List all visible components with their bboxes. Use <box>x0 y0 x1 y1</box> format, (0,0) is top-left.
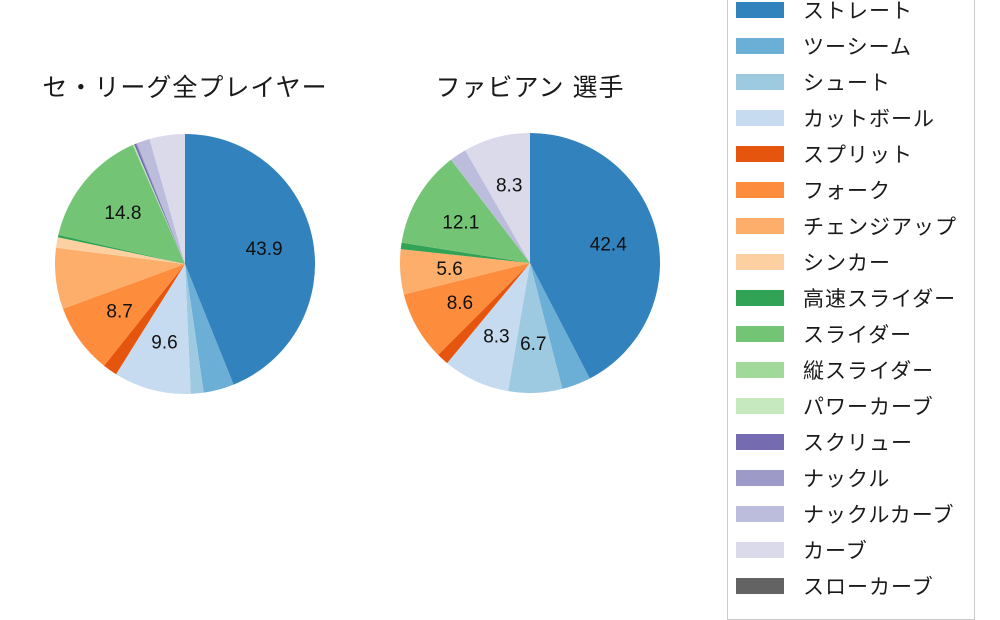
pie-slice <box>56 237 185 264</box>
legend-label: ツーシーム <box>803 36 912 59</box>
legend-label: チェンジアップ <box>803 216 957 239</box>
legend-item: パワーカーブ <box>728 388 974 424</box>
legend-label: スローカーブ <box>803 576 934 599</box>
pie-slice <box>149 134 185 264</box>
legend-swatch-icon <box>736 578 784 594</box>
legend-swatch-icon <box>736 290 784 306</box>
pie-slice <box>185 134 315 385</box>
pie-value-label: 12.1 <box>442 212 479 233</box>
legend-label: フォーク <box>803 180 891 203</box>
legend-label: シュート <box>803 72 891 95</box>
pie-slice <box>447 263 530 392</box>
pie-value-label: 8.6 <box>447 293 473 314</box>
legend-swatch-icon <box>736 506 784 522</box>
pie-value-label: 9.6 <box>151 332 177 353</box>
legend-label: ナックルカーブ <box>803 504 955 527</box>
pie-value-label: 8.3 <box>483 327 509 348</box>
legend-label: 縦スライダー <box>803 360 935 383</box>
pie-slice <box>465 133 530 263</box>
legend-item: ナックルカーブ <box>728 496 974 532</box>
pie-slice <box>57 234 185 264</box>
legend: ストレートツーシームシュートカットボール スプリットフォークチェンジアップ シンカー… <box>727 0 975 620</box>
pie-slice <box>104 264 185 375</box>
pie-slice <box>133 144 185 264</box>
legend-swatch-icon <box>736 326 784 342</box>
legend-swatch-icon <box>736 362 784 378</box>
pie-slice <box>508 263 563 393</box>
legend-item: 高速スライダー <box>728 280 974 316</box>
legend-rows: ストレートツーシームシュートカットボール スプリットフォークチェンジアップ シンカー… <box>728 0 974 604</box>
legend-item: スプリット <box>728 136 974 172</box>
pie-value-label: 8.3 <box>496 176 522 197</box>
legend-item: チェンジアップ <box>728 208 974 244</box>
legend-item: カーブ <box>728 532 974 568</box>
legend-label: スライダー <box>803 324 913 347</box>
legend-item: 縦スライダー <box>728 352 974 388</box>
legend-item: フォーク <box>728 172 974 208</box>
figure: セ・リーグ全プレイヤー ファビアン 選手 43.9 9.6 8.7 14.8 42.4… <box>42 0 975 620</box>
pie-slice <box>403 263 530 355</box>
pie-value-label: 6.7 <box>520 334 546 355</box>
pie-slice <box>185 264 234 393</box>
legend-label: パワーカーブ <box>803 396 934 419</box>
pie-title-player: ファビアン 選手 <box>435 74 625 102</box>
pie-chart-league: 43.9 9.6 8.7 14.8 <box>55 134 315 394</box>
pie-slice <box>401 159 530 263</box>
legend-swatch-icon <box>736 218 784 234</box>
legend-label: カーブ <box>803 540 868 563</box>
pie-slice <box>400 249 530 295</box>
pie-slice <box>132 144 185 264</box>
pie-slice <box>137 138 185 264</box>
pie-slice <box>530 133 660 379</box>
legend-item: スローカーブ <box>728 568 974 604</box>
legend-label: ナックル <box>803 468 891 491</box>
legend-swatch-icon <box>736 398 784 414</box>
legend-swatch-icon <box>736 254 784 270</box>
pie-slice <box>55 247 186 309</box>
legend-label: シンカー <box>803 252 891 275</box>
legend-label: スプリット <box>803 144 913 167</box>
legend-item: スクリュー <box>728 424 974 460</box>
pie-slice <box>62 264 185 366</box>
legend-item: シュート <box>728 64 974 100</box>
legend-swatch-icon <box>736 182 784 198</box>
legend-swatch-icon <box>736 110 784 126</box>
pie-slice <box>136 143 185 264</box>
legend-label: ストレート <box>803 0 913 23</box>
legend-label: 高速スライダー <box>803 288 957 311</box>
pie-value-label: 5.6 <box>436 259 462 280</box>
legend-swatch-icon <box>736 74 784 90</box>
pie-slice <box>185 264 204 394</box>
legend-item: カットボール <box>728 100 974 136</box>
pie-slice <box>450 150 530 263</box>
legend-label: スクリュー <box>803 432 913 455</box>
pie-value-label: 42.4 <box>590 234 627 255</box>
pie-chart-player: 42.4 6.7 8.3 8.6 5.6 12.1 8.3 <box>400 133 660 393</box>
legend-item: ストレート <box>728 0 974 28</box>
pie-slice <box>58 145 186 264</box>
legend-swatch-icon <box>736 434 784 450</box>
legend-label: カットボール <box>803 108 935 131</box>
pie-slice <box>400 242 530 263</box>
pie-title-league: セ・リーグ全プレイヤー <box>42 74 328 102</box>
legend-swatch-icon <box>736 146 784 162</box>
legend-item: シンカー <box>728 244 974 280</box>
legend-swatch-icon <box>736 38 784 54</box>
pie-value-label: 43.9 <box>246 239 283 260</box>
pie-slice <box>438 263 530 364</box>
legend-swatch-icon <box>736 542 784 558</box>
legend-swatch-icon <box>736 470 784 486</box>
legend-item: スライダー <box>728 316 974 352</box>
legend-item: ナックル <box>728 460 974 496</box>
legend-swatch-icon <box>736 2 784 18</box>
pie-value-label: 8.7 <box>106 302 132 323</box>
pie-slice <box>116 264 191 394</box>
pie-slice <box>530 263 590 389</box>
pie-slice <box>134 143 185 264</box>
pie-value-label: 14.8 <box>104 203 141 224</box>
legend-item: ツーシーム <box>728 28 974 64</box>
